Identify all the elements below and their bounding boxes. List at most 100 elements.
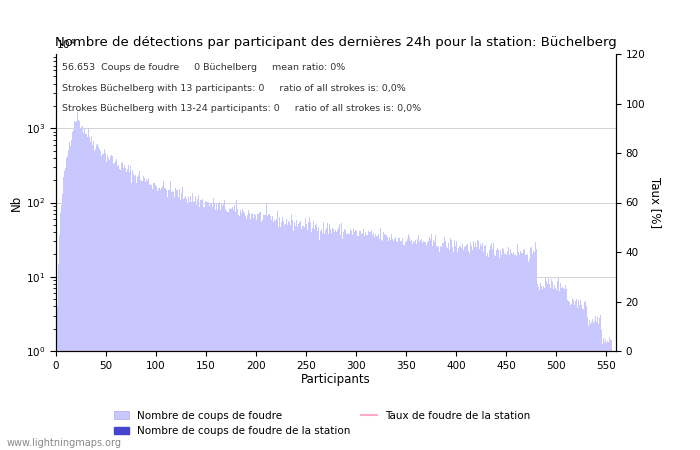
Bar (141, 180, 143, 450)
Bar (489, 246, 491, 450)
Bar (368, 232, 370, 450)
Bar (479, 249, 480, 450)
Bar (258, 212, 260, 450)
Bar (580, 305, 582, 450)
Bar (227, 212, 228, 450)
Bar (589, 324, 591, 450)
Bar (130, 183, 132, 450)
Bar (407, 234, 409, 450)
Bar (174, 189, 176, 450)
Bar (179, 200, 181, 450)
Bar (556, 290, 557, 450)
Bar (76, 112, 78, 450)
Bar (379, 228, 381, 450)
Bar (510, 253, 512, 450)
Bar (160, 188, 162, 450)
Bar (101, 156, 102, 450)
Bar (295, 220, 297, 450)
Bar (59, 235, 60, 450)
Bar (242, 211, 244, 450)
Bar (221, 206, 223, 450)
Bar (517, 252, 519, 450)
Bar (512, 252, 514, 450)
Bar (382, 232, 384, 450)
Bar (356, 236, 358, 450)
Bar (297, 227, 298, 450)
Bar (375, 236, 377, 450)
Bar (437, 247, 438, 450)
Bar (601, 344, 603, 450)
Bar (458, 246, 459, 450)
Bar (487, 257, 489, 450)
Bar (550, 279, 552, 450)
Bar (230, 208, 232, 450)
Bar (577, 308, 578, 450)
Bar (524, 255, 526, 450)
Bar (587, 326, 589, 450)
Bar (151, 189, 153, 450)
Bar (486, 253, 487, 450)
Bar (459, 246, 461, 450)
Bar (505, 255, 507, 450)
Bar (197, 195, 199, 450)
Bar (94, 151, 95, 450)
Bar (115, 161, 116, 450)
Bar (340, 223, 342, 450)
Bar (73, 130, 74, 450)
Bar (440, 247, 442, 450)
Bar (596, 317, 598, 450)
Bar (214, 210, 216, 450)
Bar (599, 315, 601, 450)
Bar (321, 233, 323, 450)
Bar (237, 215, 239, 450)
Bar (288, 222, 290, 450)
Title: Nombre de détections par participant des dernières 24h pour la station: Büchelbe: Nombre de détections par participant des… (55, 36, 617, 49)
Bar (501, 248, 503, 450)
Bar (92, 141, 94, 450)
Bar (309, 222, 311, 450)
Bar (554, 288, 556, 450)
Bar (277, 227, 279, 450)
Bar (291, 220, 293, 450)
Text: 56.653  Coups de foudre     0 Büchelberg     mean ratio: 0%: 56.653 Coups de foudre 0 Büchelberg mean… (62, 63, 345, 72)
Bar (232, 210, 234, 450)
Bar (97, 147, 99, 450)
Bar (220, 203, 221, 450)
Bar (185, 196, 186, 450)
Bar (88, 137, 90, 450)
Bar (328, 225, 330, 450)
Bar (116, 166, 118, 450)
Bar (389, 240, 391, 450)
Bar (164, 188, 165, 450)
Bar (543, 288, 545, 450)
Legend: Nombre de coups de foudre, Nombre de coups de foudre de la station, Taux de foud: Nombre de coups de foudre, Nombre de cou… (109, 407, 535, 440)
Bar (157, 191, 158, 450)
Bar (367, 235, 368, 450)
Bar (347, 234, 349, 450)
Bar (283, 220, 284, 450)
Bar (99, 151, 101, 450)
Bar (123, 165, 125, 450)
Bar (95, 144, 97, 450)
Bar (344, 230, 346, 450)
Bar (405, 241, 407, 450)
Bar (363, 237, 365, 450)
Bar (519, 251, 521, 450)
Bar (181, 187, 183, 450)
Bar (585, 306, 587, 450)
Bar (200, 200, 202, 450)
Bar (251, 213, 253, 450)
Bar (514, 254, 515, 450)
Bar (319, 231, 321, 450)
Bar (608, 337, 610, 450)
Bar (521, 252, 522, 450)
Bar (262, 215, 263, 450)
Bar (67, 150, 69, 450)
Bar (421, 243, 423, 450)
Bar (540, 287, 542, 450)
Bar (85, 134, 87, 450)
Bar (535, 242, 536, 450)
Bar (361, 234, 363, 450)
Bar (605, 339, 606, 450)
Bar (416, 239, 417, 450)
